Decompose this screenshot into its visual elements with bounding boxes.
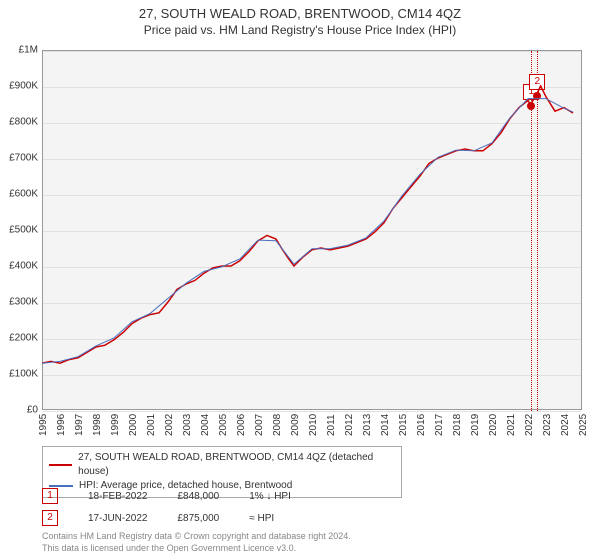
xtick-label: 2014 <box>380 414 391 436</box>
sale-change-2: ≈ HPI <box>249 513 274 524</box>
xtick-label: 1997 <box>74 414 85 436</box>
xtick-label: 2022 <box>524 414 535 436</box>
xtick-label: 1999 <box>110 414 121 436</box>
chart-title: 27, SOUTH WEALD ROAD, BRENTWOOD, CM14 4Q… <box>0 0 600 21</box>
xtick-label: 2002 <box>164 414 175 436</box>
xtick-label: 2015 <box>398 414 409 436</box>
footer: Contains HM Land Registry data © Crown c… <box>42 530 351 554</box>
sale-date-1: 18-FEB-2022 <box>88 491 147 502</box>
legend-swatch <box>49 485 73 487</box>
ytick-label: £1M <box>0 45 38 56</box>
sale-row-1: 1 18-FEB-2022 £848,000 1% ↓ HPI <box>42 488 291 504</box>
xtick-label: 2021 <box>506 414 517 436</box>
xtick-label: 2025 <box>578 414 589 436</box>
xtick-label: 1995 <box>38 414 49 436</box>
sale-price-1: £848,000 <box>177 491 219 502</box>
legend-swatch <box>49 464 72 466</box>
gridline <box>43 51 581 52</box>
chart-area: 12 £0£100K£200K£300K£400K£500K£600K£700K… <box>42 50 582 410</box>
xtick-label: 2005 <box>218 414 229 436</box>
xtick-label: 2013 <box>362 414 373 436</box>
xtick-label: 2009 <box>290 414 301 436</box>
ytick-label: £400K <box>0 261 38 272</box>
ytick-label: £300K <box>0 297 38 308</box>
gridline <box>43 87 581 88</box>
gridline <box>43 195 581 196</box>
legend-row: 27, SOUTH WEALD ROAD, BRENTWOOD, CM14 4Q… <box>49 451 395 479</box>
sale-row-2: 2 17-JUN-2022 £875,000 ≈ HPI <box>42 510 274 526</box>
xtick-label: 2017 <box>434 414 445 436</box>
xtick-label: 2016 <box>416 414 427 436</box>
footer-line-1: Contains HM Land Registry data © Crown c… <box>42 530 351 542</box>
ytick-label: £600K <box>0 189 38 200</box>
xtick-label: 2000 <box>128 414 139 436</box>
xtick-label: 2018 <box>452 414 463 436</box>
xtick-label: 2020 <box>488 414 499 436</box>
sale-change-1: 1% ↓ HPI <box>249 491 291 502</box>
gridline <box>43 231 581 232</box>
ytick-label: £900K <box>0 81 38 92</box>
ytick-label: £800K <box>0 117 38 128</box>
footer-line-2: This data is licensed under the Open Gov… <box>42 542 351 554</box>
chart-container: 27, SOUTH WEALD ROAD, BRENTWOOD, CM14 4Q… <box>0 0 600 560</box>
ytick-label: £700K <box>0 153 38 164</box>
gridline <box>43 159 581 160</box>
sale-marker-1: 1 <box>42 488 58 504</box>
gridline <box>43 411 581 412</box>
ytick-label: £0 <box>0 405 38 416</box>
xtick-label: 2024 <box>560 414 571 436</box>
xtick-label: 1998 <box>92 414 103 436</box>
sale-marker-2: 2 <box>42 510 58 526</box>
ytick-label: £100K <box>0 369 38 380</box>
xtick-label: 2023 <box>542 414 553 436</box>
gridline <box>43 123 581 124</box>
sale-marker-box: 2 <box>529 74 545 90</box>
gridline <box>43 267 581 268</box>
xtick-label: 2019 <box>470 414 481 436</box>
plot-background: 12 <box>42 50 582 410</box>
xtick-label: 2010 <box>308 414 319 436</box>
sale-dot <box>527 102 535 110</box>
xtick-label: 2006 <box>236 414 247 436</box>
xtick-label: 2012 <box>344 414 355 436</box>
gridline <box>43 375 581 376</box>
xtick-label: 2001 <box>146 414 157 436</box>
ytick-label: £500K <box>0 225 38 236</box>
xtick-label: 1996 <box>56 414 67 436</box>
xtick-label: 2008 <box>272 414 283 436</box>
legend-label: 27, SOUTH WEALD ROAD, BRENTWOOD, CM14 4Q… <box>78 451 395 479</box>
sale-date-2: 17-JUN-2022 <box>88 513 147 524</box>
xtick-label: 2007 <box>254 414 265 436</box>
chart-subtitle: Price paid vs. HM Land Registry's House … <box>0 21 600 37</box>
gridline <box>43 339 581 340</box>
ytick-label: £200K <box>0 333 38 344</box>
sale-price-2: £875,000 <box>177 513 219 524</box>
gridline <box>43 303 581 304</box>
xtick-label: 2003 <box>182 414 193 436</box>
sale-vline <box>537 51 538 411</box>
sale-dot <box>533 92 541 100</box>
xtick-label: 2011 <box>326 414 337 436</box>
xtick-label: 2004 <box>200 414 211 436</box>
